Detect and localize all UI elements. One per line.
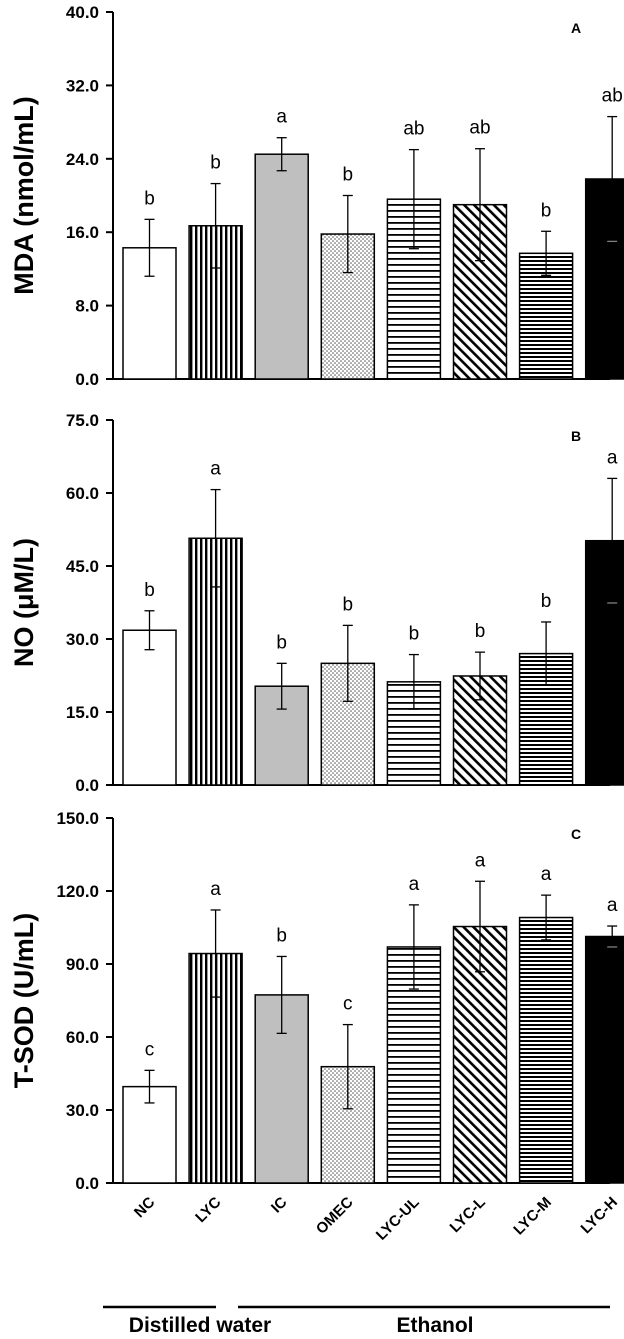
bar-lyc-l xyxy=(452,203,508,380)
x-category-label-lyc: LYC xyxy=(192,1194,224,1226)
x-category-label-lyc-h: LYC-H xyxy=(578,1194,621,1237)
error-bar-nc xyxy=(144,610,155,651)
error-bar-lyc-h xyxy=(607,925,618,948)
significance-letter: b xyxy=(541,200,552,221)
significance-letter: b xyxy=(409,624,420,645)
error-bar-lyc xyxy=(210,909,221,998)
error-bar-lyc-m xyxy=(541,894,552,941)
significance-letter: b xyxy=(276,925,287,946)
error-bar-lyc xyxy=(210,182,221,269)
error-bar-omec xyxy=(342,194,353,274)
significance-letter: ab xyxy=(469,118,490,139)
error-bar-lyc-ul xyxy=(408,148,419,250)
significance-letter: b xyxy=(343,594,354,615)
error-bar-lyc-l xyxy=(475,880,485,973)
x-category-label-lyc-m: LYC-M xyxy=(510,1194,555,1239)
group-label-ethanol: Ethanol xyxy=(397,1314,474,1337)
significance-letter: ab xyxy=(602,86,623,107)
significance-letter: a xyxy=(210,879,221,900)
x-category-label-ic: IC xyxy=(268,1194,291,1217)
y-tick-label: 30.0 xyxy=(66,1101,99,1120)
error-bar-lyc-m xyxy=(541,621,552,686)
x-axis-category-labels: NC LYC IC OMEC LYC-UL LYC-L LYC-M LYC-H xyxy=(131,1194,621,1244)
error-bar-lyc xyxy=(210,488,221,588)
y-tick-label: 30.0 xyxy=(66,630,99,649)
error-bar-lyc-l xyxy=(475,651,485,701)
y-tick-label: 15.0 xyxy=(66,703,99,722)
panel-c: 0.0 30.0 60.0 90.0 120.0 150.0 T-SOD (U/mL) Cc a… xyxy=(9,809,624,1193)
y-tick-label: 60.0 xyxy=(66,1028,99,1047)
significance-letter: a xyxy=(475,850,486,871)
significance-letter: b xyxy=(276,632,287,653)
x-category-label-lyc-l: LYC-L xyxy=(447,1194,489,1236)
y-tick-label: 32.0 xyxy=(66,76,99,95)
bar-nc xyxy=(122,629,177,786)
y-tick-label: 75.0 xyxy=(66,411,99,430)
x-category-label-nc: NC xyxy=(131,1194,158,1221)
significance-letter: b xyxy=(210,153,221,174)
error-bar-nc xyxy=(144,218,155,277)
significance-letter: b xyxy=(144,580,155,601)
significance-letter: c xyxy=(343,994,353,1015)
y-axis-title: MDA (nmol/mL) xyxy=(9,96,39,294)
group-brackets: Distilled water Ethanol xyxy=(103,1305,610,1337)
panel-letter: B xyxy=(571,428,581,444)
bar-lyc-h xyxy=(584,935,624,1184)
significance-letter: b xyxy=(343,165,354,186)
error-bar-ic xyxy=(276,662,287,710)
y-tick-label: 24.0 xyxy=(66,150,99,169)
error-bar-omec xyxy=(342,1023,353,1110)
bar-ic xyxy=(254,153,309,380)
y-tick-label: 0.0 xyxy=(75,370,99,389)
significance-letter: c xyxy=(145,1039,155,1060)
error-bar-nc xyxy=(144,1069,155,1104)
error-bar-lyc-l xyxy=(475,148,485,262)
significance-letter: a xyxy=(409,874,420,895)
y-tick-label: 120.0 xyxy=(56,882,99,901)
error-bar-lyc-ul xyxy=(408,653,419,710)
significance-letter: ab xyxy=(403,119,424,140)
group-label-distilled-water: Distilled water xyxy=(129,1314,271,1337)
error-bar-lyc-h xyxy=(607,477,618,604)
x-category-label-omec: OMEC xyxy=(313,1194,357,1238)
y-tick-label: 150.0 xyxy=(56,809,99,828)
significance-letter: a xyxy=(541,864,552,885)
error-bar-lyc-m xyxy=(541,230,552,276)
significance-letter: a xyxy=(607,895,618,916)
y-tick-label: 0.0 xyxy=(75,776,99,795)
bar-lyc-h xyxy=(584,539,624,786)
y-axis-title: NO (μM/L) xyxy=(9,538,39,667)
significance-letter: a xyxy=(276,107,287,128)
y-tick-label: 16.0 xyxy=(66,223,99,242)
y-tick-label: 45.0 xyxy=(66,557,99,576)
panel-b: 0.0 15.0 30.0 45.0 60.0 75.0 NO (μM/L) Bb a b b b b b… xyxy=(9,411,624,795)
panel-letter: C xyxy=(571,826,581,842)
y-tick-label: 60.0 xyxy=(66,484,99,503)
error-bar-lyc-h xyxy=(607,115,618,243)
y-tick-label: 40.0 xyxy=(66,3,99,22)
error-bar-lyc-ul xyxy=(408,904,419,990)
bar-lyc-ul xyxy=(386,198,442,380)
significance-letter: b xyxy=(475,621,486,642)
y-tick-label: 8.0 xyxy=(75,297,99,316)
significance-letter: b xyxy=(541,591,552,612)
significance-letter: a xyxy=(607,447,618,468)
y-axis-title: T-SOD (U/mL) xyxy=(9,913,39,1089)
significance-letter: b xyxy=(144,188,155,209)
y-tick-label: 0.0 xyxy=(75,1174,99,1193)
panel-letter: A xyxy=(571,20,581,36)
bar-lyc-h xyxy=(584,178,624,380)
y-tick-label: 90.0 xyxy=(66,955,99,974)
x-category-label-lyc-ul: LYC-UL xyxy=(373,1194,423,1244)
error-bar-ic xyxy=(276,955,287,1034)
bar-lyc-m xyxy=(518,916,574,1184)
significance-letter: a xyxy=(210,459,221,480)
error-bar-omec xyxy=(342,624,353,702)
error-bar-ic xyxy=(276,137,287,172)
